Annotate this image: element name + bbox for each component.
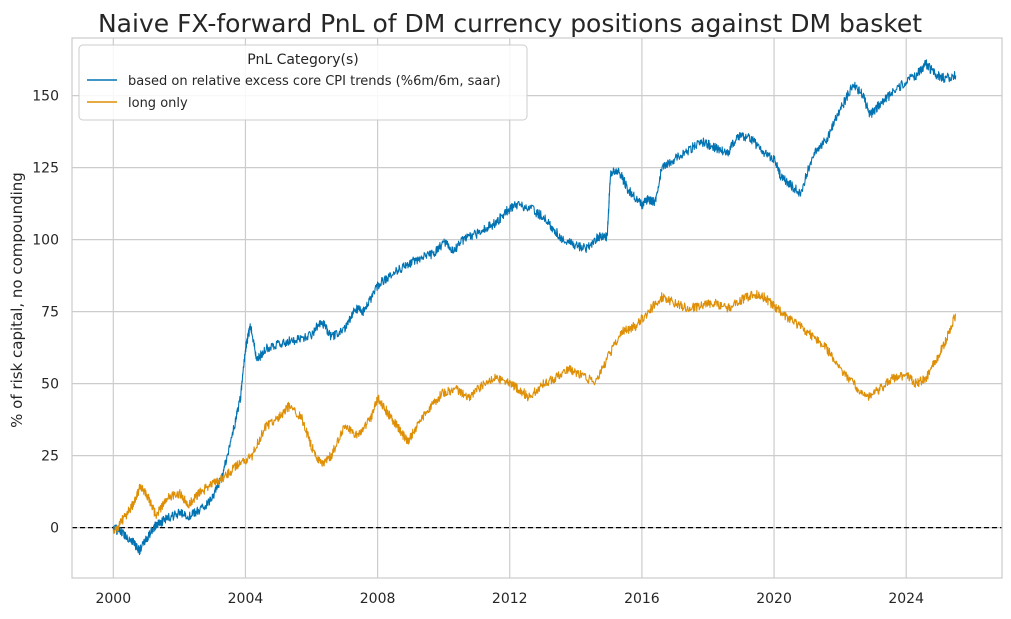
y-tick-label: 75 <box>41 305 59 321</box>
y-axis-label: % of risk capital, no compounding <box>8 172 26 428</box>
x-tick-label: 2008 <box>360 591 396 607</box>
plot-frame <box>71 37 1003 579</box>
y-axis: 0 25 50 75 100 125 150 <box>32 89 59 537</box>
legend: PnL Category(s) based on relative excess… <box>78 44 528 121</box>
y-tick-label: 125 <box>32 161 59 177</box>
series-group <box>112 59 957 556</box>
legend-label-relative-cpi: based on relative excess core CPI trends… <box>128 74 501 89</box>
legend-title: PnL Category(s) <box>247 52 359 68</box>
y-tick-label: 50 <box>41 377 59 393</box>
x-tick-label: 2016 <box>624 591 660 607</box>
x-tick-label: 2004 <box>228 591 264 607</box>
x-tick-label: 2024 <box>888 591 924 607</box>
y-tick-label: 100 <box>32 233 59 249</box>
y-tick-label: 150 <box>32 89 59 105</box>
series-line-0 <box>112 59 957 556</box>
x-axis: 2000 2004 2008 2012 2016 2020 2024 <box>95 591 924 607</box>
legend-box <box>78 44 528 121</box>
series-line-1 <box>112 290 957 534</box>
x-tick-label: 2000 <box>95 591 131 607</box>
x-tick-label: 2020 <box>756 591 792 607</box>
legend-label-long-only: long only <box>128 96 188 111</box>
chart-title: Naive FX-forward PnL of DM currency posi… <box>98 9 922 38</box>
x-tick-label: 2012 <box>492 591 528 607</box>
y-tick-label: 25 <box>41 449 59 465</box>
y-tick-label: 0 <box>50 521 59 537</box>
